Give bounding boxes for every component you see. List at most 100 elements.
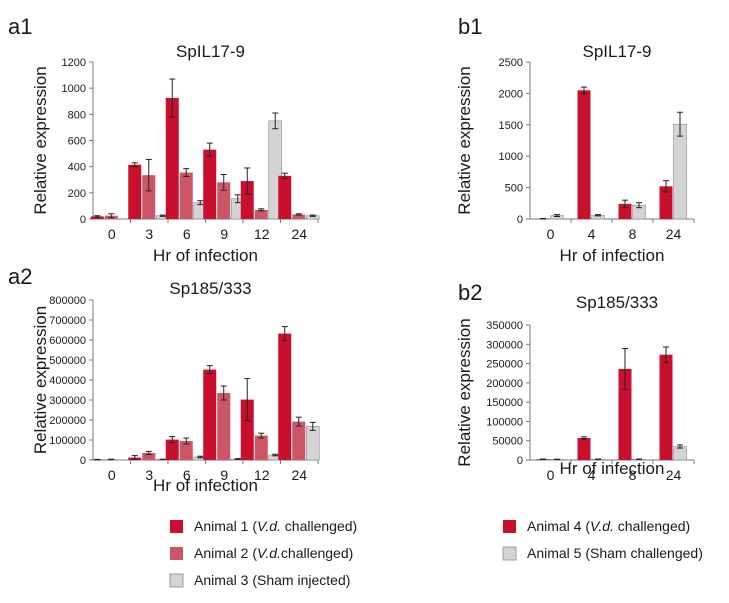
legend-text-suffix: challenged)	[614, 518, 690, 534]
bar-a2-s1-24	[278, 333, 292, 460]
x-tick-label: 24	[666, 226, 682, 242]
legend-text-prefix: Animal 5 (Sham challenged)	[527, 545, 703, 561]
legend-text-prefix: Animal 3 (Sham injected)	[194, 572, 350, 588]
legend-text-italic: V.d.	[257, 545, 281, 561]
x-axis-title: Hr of infection	[560, 459, 665, 478]
x-tick-label: 8	[629, 226, 637, 242]
bar-b1-s1-24	[659, 186, 673, 219]
y-tick-label: 300000	[49, 395, 86, 407]
chart-title: SpIL17-9	[583, 42, 652, 61]
legend-swatch	[170, 520, 183, 533]
bar-b1-s1-8	[618, 203, 632, 219]
legend-text-italic: V.d.	[590, 518, 614, 534]
bar-a2-s1-12	[240, 399, 254, 460]
bar-a1-s1-0	[90, 216, 104, 219]
x-tick-label: 0	[547, 226, 555, 242]
y-axis-title: Relative expression	[455, 66, 474, 214]
bar-a1-s2-3	[142, 175, 156, 219]
x-tick-label: 0	[108, 467, 116, 483]
bar-b2-s1-4	[577, 438, 591, 460]
y-tick-label: 500	[505, 183, 523, 195]
x-tick-label: 3	[145, 467, 153, 483]
chart-title: Sp185/333	[576, 293, 658, 312]
y-tick-label: 1000	[62, 83, 86, 95]
chart-panel-b1: b1 SpIL17-9 0 500 1000 1500 2000 2500 Relative e…	[455, 14, 695, 265]
chart-panel-b2: b2 Sp185/333 0 50000 100000 150000 200000 25000…	[455, 280, 695, 483]
legend-left: Animal 1 (V.d. challenged)Animal 2 (V.d.…	[169, 518, 357, 588]
y-tick-label: 1500	[499, 120, 523, 132]
x-axis-title: Hr of infection	[560, 246, 665, 265]
y-tick-label: 1000	[499, 151, 523, 163]
bar-a1-s2-12	[254, 209, 268, 219]
x-tick-label: 4	[588, 226, 596, 242]
legend-text-suffix: challenged)	[281, 545, 353, 561]
panel-label: a2	[8, 264, 32, 289]
bar-a1-s2-9	[217, 182, 231, 219]
y-tick-label: 800000	[49, 295, 86, 307]
legend-text-suffix: challenged)	[281, 518, 357, 534]
bar-b1-s1-4	[577, 90, 591, 219]
panel-label: b2	[458, 280, 482, 305]
chart-title: Sp185/333	[169, 279, 251, 298]
y-tick-label: 1200	[62, 57, 86, 69]
y-tick-label: 0	[80, 455, 86, 467]
y-tick-label: 250000	[486, 359, 523, 371]
bar-a2-s2-9	[217, 393, 231, 460]
bar-a1-s2-24	[292, 214, 306, 219]
bar-b2-s1-24	[659, 354, 673, 460]
y-tick-label: 300000	[486, 339, 523, 351]
x-tick-label: 0	[547, 467, 555, 483]
y-tick-label: 350000	[486, 320, 523, 332]
panel-label: a1	[8, 14, 32, 39]
legend-swatch	[502, 546, 517, 561]
bar-a2-s1-6	[165, 439, 179, 460]
y-tick-label: 200000	[49, 415, 86, 427]
legend-entry: Animal 1 (V.d. challenged)	[194, 518, 357, 534]
bar-a1-s1-9	[203, 149, 217, 219]
legend-text-prefix: Animal 4 (	[527, 518, 590, 534]
y-tick-label: 400000	[49, 375, 86, 387]
y-tick-label: 600	[68, 136, 86, 148]
x-tick-label: 0	[108, 226, 116, 242]
bar-b2-s1-8	[618, 368, 632, 460]
bar-a2-s2-12	[254, 435, 268, 460]
x-tick-label: 9	[220, 467, 228, 483]
legend-entry: Animal 2 (V.d.challenged)	[194, 545, 353, 561]
y-tick-label: 150000	[486, 397, 523, 409]
legend-right: Animal 4 (V.d. challenged) Animal 5 (Sham…	[502, 518, 703, 561]
x-tick-label: 12	[254, 467, 270, 483]
x-tick-label: 3	[145, 226, 153, 242]
x-tick-label: 6	[183, 226, 191, 242]
y-tick-label: 100000	[49, 435, 86, 447]
chart-title: SpIL17-9	[176, 42, 245, 61]
y-axis-title: Relative expression	[31, 66, 50, 214]
legend-text-italic: V.d.	[257, 518, 281, 534]
x-axis-title: Hr of infection	[153, 476, 258, 495]
y-axis-title: Relative expression	[455, 318, 474, 466]
y-axis-title: Relative expression	[31, 306, 50, 454]
legend-text-prefix: Animal 1 (	[194, 518, 257, 534]
y-tick-label: 100000	[486, 416, 523, 428]
y-tick-label: 500000	[49, 355, 86, 367]
x-tick-label: 4	[588, 467, 596, 483]
y-tick-label: 0	[517, 455, 523, 467]
legend-swatch	[169, 573, 184, 588]
x-tick-label: 9	[220, 226, 228, 242]
y-tick-label: 50000	[492, 436, 523, 448]
bar-a1-s1-6	[165, 97, 179, 219]
chart-panel-a2: a2 Sp185/333 0 100000 200000 300000 400000 5000…	[8, 264, 320, 495]
bar-a2-s2-6	[179, 441, 193, 460]
bar-a1-s2-6	[179, 172, 193, 219]
chart-panel-a1: a1 SpIL17-9 0 200 400 600 800 1000 1200 Relative …	[8, 14, 320, 265]
bar-a1-s1-12	[240, 181, 254, 219]
bar-a2-s2-3	[142, 453, 156, 460]
x-tick-label: 24	[666, 467, 682, 483]
x-tick-label: 12	[254, 226, 270, 242]
y-tick-label: 200000	[486, 378, 523, 390]
y-tick-label: 400	[68, 162, 86, 174]
legend-swatch	[503, 520, 516, 533]
y-tick-label: 0	[80, 214, 86, 226]
y-tick-label: 200	[68, 188, 86, 200]
bar-a1-s1-24	[278, 175, 292, 219]
